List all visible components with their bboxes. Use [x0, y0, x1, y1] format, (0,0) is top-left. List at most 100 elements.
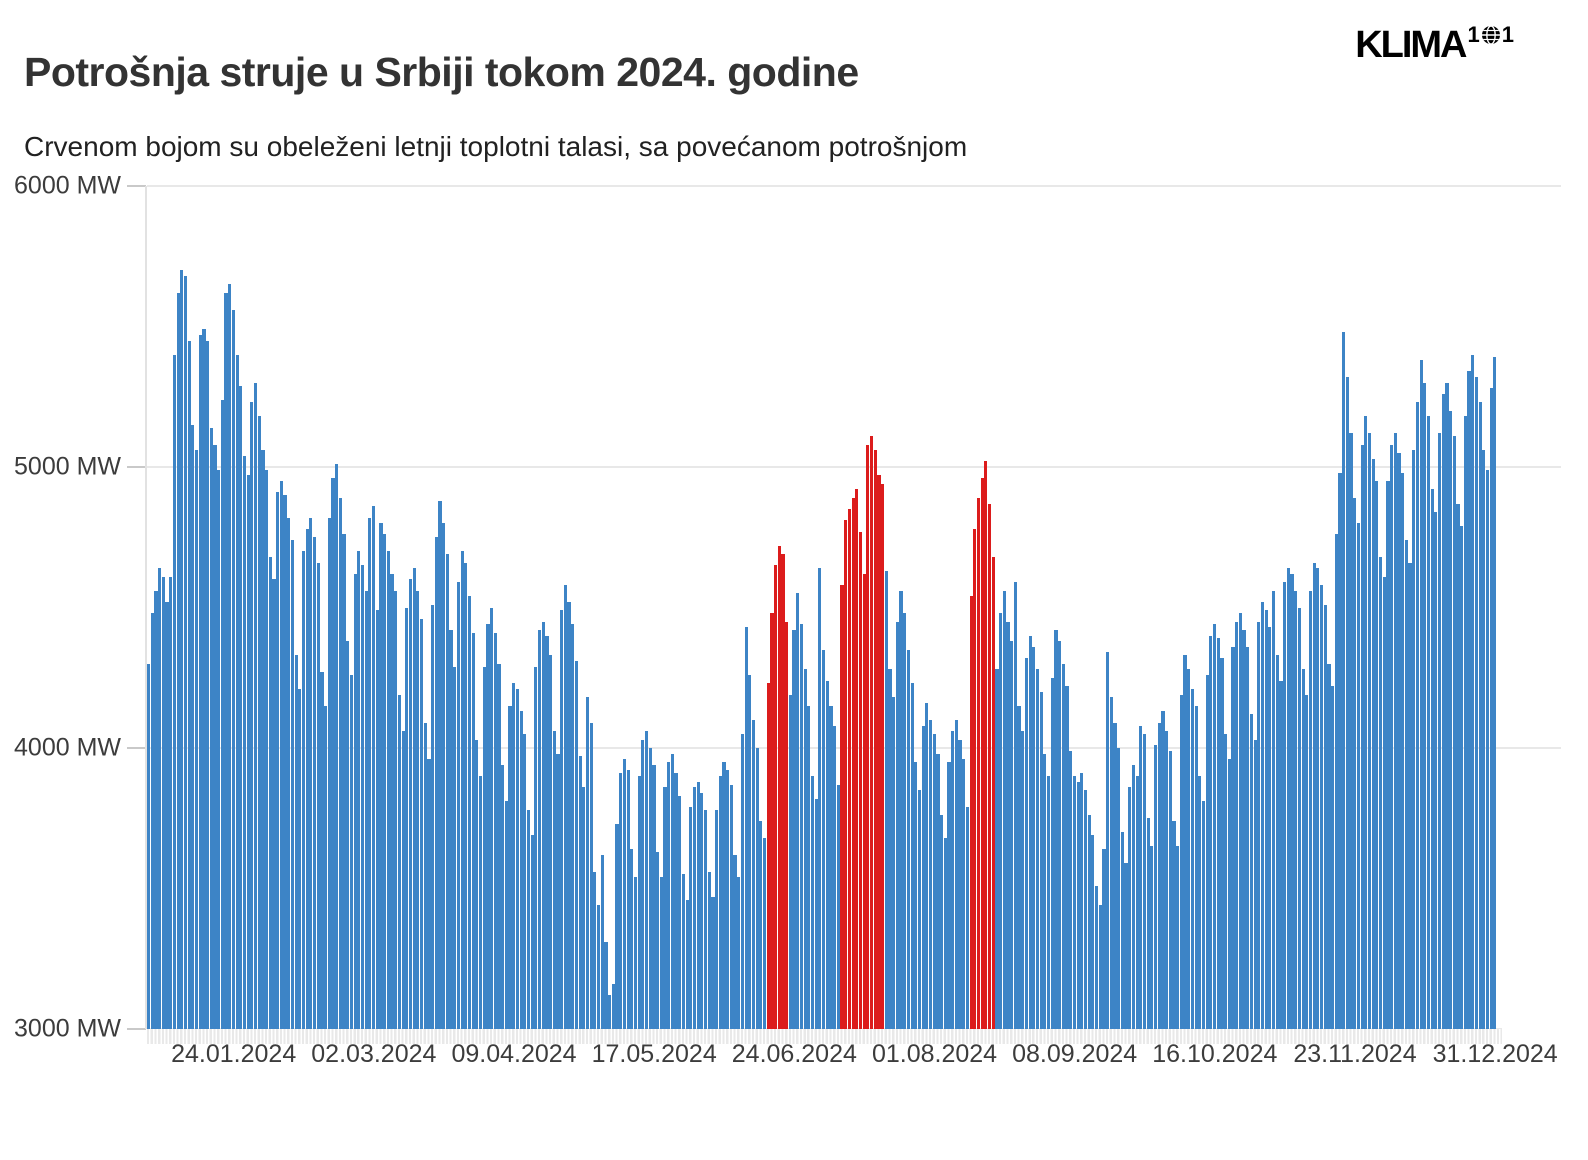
consumption-bar — [567, 601, 571, 1029]
consumption-bar — [445, 554, 449, 1029]
consumption-bar — [1035, 669, 1040, 1029]
consumption-bar — [1024, 658, 1029, 1029]
consumption-bar — [1260, 601, 1265, 1029]
x-tick-label: 24.01.2024 — [171, 1040, 297, 1068]
y-tick-6000 — [127, 185, 146, 187]
consumption-bar — [508, 705, 512, 1029]
consumption-bar — [169, 576, 173, 1029]
consumption-bar — [1404, 540, 1408, 1029]
consumption-bar — [471, 632, 475, 1029]
consumption-bar — [172, 354, 176, 1029]
consumption-bar — [239, 385, 243, 1029]
consumption-bar — [383, 534, 387, 1029]
consumption-bar — [242, 455, 247, 1029]
consumption-bar — [1017, 705, 1021, 1029]
consumption-bar — [659, 877, 663, 1029]
consumption-bar — [748, 674, 752, 1029]
consumption-bar — [622, 759, 626, 1029]
consumption-bar — [1142, 733, 1147, 1029]
consumption-bar — [560, 610, 564, 1029]
y-tick-label: 6000 MW — [14, 171, 121, 200]
consumption-bar — [287, 517, 291, 1029]
consumption-bar — [475, 739, 479, 1029]
consumption-bar — [390, 573, 394, 1029]
consumption-bar — [449, 629, 453, 1029]
consumption-bar — [512, 683, 516, 1029]
heatwave-bar — [774, 565, 778, 1029]
consumption-bar — [799, 624, 804, 1029]
consumption-bar — [1224, 733, 1228, 1029]
consumption-bar — [563, 585, 567, 1029]
consumption-bar — [1367, 433, 1372, 1029]
heatwave-bar — [781, 554, 785, 1029]
consumption-bar — [1161, 711, 1165, 1029]
consumption-bar — [456, 582, 461, 1029]
consumption-bar — [1441, 393, 1445, 1029]
consumption-bar — [1449, 410, 1453, 1029]
consumption-bar — [1423, 382, 1427, 1029]
consumption-bar — [1220, 658, 1224, 1029]
consumption-bar — [1272, 590, 1276, 1029]
x-tick-label: 09.04.2024 — [451, 1040, 577, 1068]
heatwave-bar — [877, 475, 881, 1029]
consumption-bar — [1227, 759, 1231, 1029]
consumption-bar — [324, 705, 328, 1029]
consumption-bar — [954, 719, 958, 1029]
consumption-bar — [917, 790, 922, 1029]
consumption-bar — [327, 517, 331, 1029]
consumption-bar — [1264, 610, 1268, 1029]
consumption-bar — [578, 756, 582, 1029]
consumption-bar — [158, 568, 162, 1029]
consumption-bar — [1342, 332, 1346, 1029]
x-tick-label: 24.06.2024 — [731, 1040, 857, 1068]
consumption-bar — [1128, 787, 1132, 1029]
logo-word: KLIMA — [1355, 24, 1467, 66]
heatwave-bar — [881, 483, 885, 1029]
consumption-bar — [1319, 585, 1324, 1029]
consumption-bar — [1312, 562, 1316, 1029]
consumption-bar — [1290, 573, 1294, 1029]
consumption-bar — [1297, 607, 1301, 1029]
consumption-bar — [338, 497, 342, 1029]
consumption-bar — [497, 663, 501, 1029]
consumption-bar — [1013, 582, 1017, 1029]
logo-digit: 1 — [1467, 22, 1480, 47]
consumption-bar — [648, 748, 652, 1029]
consumption-bar — [1153, 745, 1158, 1029]
consumption-bar — [582, 787, 586, 1029]
consumption-bar — [1253, 739, 1257, 1029]
consumption-bar — [1249, 714, 1254, 1029]
consumption-bar — [183, 275, 188, 1029]
consumption-bar — [1474, 377, 1479, 1029]
consumption-bar — [147, 663, 151, 1029]
consumption-bar — [1216, 638, 1220, 1029]
consumption-bar — [593, 871, 597, 1029]
consumption-bar — [755, 748, 759, 1029]
consumption-bar — [1117, 748, 1121, 1029]
consumption-bar — [228, 284, 232, 1029]
consumption-bar — [1364, 416, 1368, 1029]
consumption-bar — [1286, 568, 1290, 1029]
consumption-bar — [940, 815, 944, 1029]
consumption-bar — [1238, 613, 1242, 1029]
consumption-bar — [1072, 776, 1076, 1029]
consumption-bar — [180, 270, 184, 1029]
consumption-bar — [692, 787, 697, 1029]
consumption-bar — [1279, 680, 1283, 1029]
globe-icon — [1481, 25, 1500, 45]
y-tick-label: 4000 MW — [14, 733, 121, 762]
heatwave-bar — [777, 545, 781, 1029]
logo-digit: 1 — [1501, 22, 1514, 47]
consumption-bar — [194, 450, 199, 1029]
consumption-bar — [571, 624, 575, 1029]
consumption-bar — [932, 733, 936, 1029]
consumption-bar — [626, 770, 630, 1029]
consumption-bar — [209, 427, 213, 1029]
heatwave-bar — [858, 531, 863, 1029]
heatwave-bar — [862, 573, 866, 1029]
consumption-bar — [718, 776, 722, 1029]
consumption-bar — [1087, 815, 1091, 1029]
consumption-bar — [372, 506, 376, 1029]
consumption-bar — [589, 722, 593, 1029]
consumption-bar — [962, 759, 966, 1029]
